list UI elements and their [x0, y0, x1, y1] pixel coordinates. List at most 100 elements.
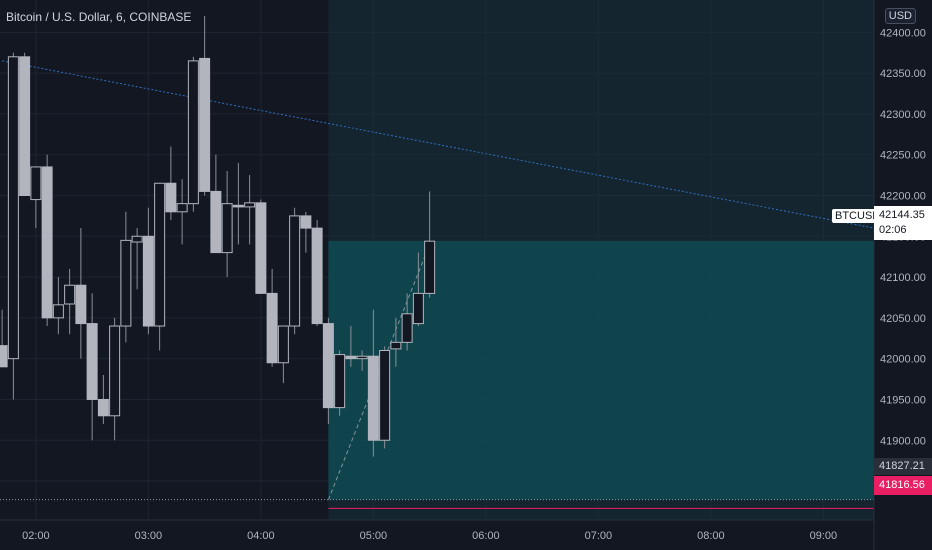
- candle: [19, 52, 31, 196]
- candle-body-down: [367, 355, 379, 441]
- candle: [97, 374, 109, 424]
- trendline[interactable]: [2, 60, 875, 500]
- projection-line: [327, 244, 431, 500]
- time-tick-label: 05:00: [360, 530, 388, 542]
- candle: [255, 199, 267, 294]
- candle-body-up: [412, 292, 424, 325]
- candle: [7, 52, 19, 400]
- candle: [165, 146, 177, 220]
- candle: [210, 154, 222, 254]
- candle-body-down: [210, 190, 222, 254]
- candle: [334, 350, 346, 416]
- candle: [244, 175, 256, 245]
- chart-title: Bitcoin / U.S. Dollar, 6, COINBASE: [6, 10, 192, 24]
- price-tick-label: 41900.00: [880, 435, 926, 447]
- current-price-value: 42144.35: [879, 209, 925, 221]
- candle-body-down: [322, 323, 334, 409]
- candle-body-down: [165, 182, 177, 213]
- symbol-label: BTCUSD: [832, 209, 884, 223]
- candle: [345, 326, 357, 367]
- price-tick-label: 42400.00: [880, 27, 926, 39]
- candle: [379, 346, 391, 449]
- candle: [142, 207, 154, 335]
- price-axis[interactable]: 42400.00 42350.00 42300.00 42250.00 42200.00…: [880, 27, 926, 488]
- candle: [266, 268, 278, 367]
- time-tick-label: 02:00: [22, 530, 50, 542]
- candle-body-down: [255, 202, 267, 294]
- candle-body-down: [266, 292, 278, 364]
- candle-body-up: [390, 341, 402, 350]
- candle: [412, 252, 424, 327]
- candle: [300, 211, 312, 253]
- candle: [131, 228, 143, 290]
- candle: [311, 219, 323, 327]
- candle: [86, 293, 98, 441]
- currency-button[interactable]: USD: [884, 8, 916, 24]
- candle: [154, 182, 166, 351]
- candle-body-up: [221, 203, 233, 254]
- candle: [221, 171, 233, 278]
- candle: [367, 309, 379, 457]
- candle: [322, 317, 334, 424]
- candle-body-up: [64, 284, 76, 305]
- candle-body-up: [356, 355, 368, 360]
- time-tick-label: 06:00: [472, 530, 500, 542]
- candle-body-down: [0, 345, 8, 368]
- time-tick-label: 03:00: [135, 530, 163, 542]
- entry-price-label: 41827.21: [874, 458, 932, 475]
- candle: [401, 293, 413, 351]
- candle-body-up: [154, 182, 166, 327]
- price-tick-label: 42050.00: [880, 313, 926, 325]
- candle-body-up: [7, 56, 19, 360]
- price-tick-label: 42250.00: [880, 150, 926, 162]
- time-tick-label: 07:00: [585, 530, 613, 542]
- candle-body-up: [401, 313, 413, 343]
- candle: [232, 162, 244, 245]
- candle: [356, 350, 368, 371]
- candle: [75, 228, 87, 359]
- candle-body-up: [244, 202, 256, 208]
- candle-body-up: [131, 235, 143, 243]
- candle: [390, 317, 402, 367]
- level-lines: [0, 499, 874, 509]
- candle: [109, 317, 121, 441]
- price-tick-label: 42000.00: [880, 354, 926, 366]
- price-tick-label: 42350.00: [880, 68, 926, 80]
- candle-body-down: [199, 57, 211, 192]
- bar-countdown: 02:06: [879, 224, 907, 236]
- candle-body-down: [232, 204, 244, 208]
- candle-body-down: [75, 284, 87, 325]
- candle: [0, 309, 8, 368]
- time-axis[interactable]: 02:00 03:00 04:00 05:00 06:00 07:00 08:00 09:00: [22, 530, 837, 542]
- candle-body-down: [142, 235, 154, 327]
- candle: [277, 325, 289, 384]
- candle-body-up: [30, 166, 42, 201]
- candle-body-up: [379, 350, 391, 441]
- price-tick-label: 42300.00: [880, 109, 926, 121]
- position-zone: [328, 0, 874, 520]
- current-price-label: 42144.35 02:06: [874, 206, 932, 240]
- candle-body-up: [109, 325, 121, 417]
- price-tick-label: 41950.00: [880, 394, 926, 406]
- candle-body-down: [311, 227, 323, 325]
- candle: [187, 56, 199, 212]
- candle: [176, 179, 188, 245]
- price-tick-label: 42200.00: [880, 190, 926, 202]
- candle: [64, 268, 76, 335]
- candle-body-up: [277, 325, 289, 364]
- candle: [120, 211, 132, 343]
- candle-body-up: [187, 60, 199, 205]
- candle: [41, 154, 53, 327]
- candle-body-up: [334, 354, 346, 409]
- candle-body-down: [300, 215, 312, 229]
- candle-body-down: [345, 355, 357, 360]
- candle-body-down: [97, 398, 109, 417]
- time-tick-label: 04:00: [247, 530, 275, 542]
- candle-body-up: [176, 203, 188, 213]
- candles: [0, 16, 436, 457]
- candle: [30, 166, 42, 229]
- candle-body-up: [289, 215, 301, 327]
- stop-price-label: 41816.56: [874, 476, 932, 495]
- time-tick-label: 09:00: [810, 530, 838, 542]
